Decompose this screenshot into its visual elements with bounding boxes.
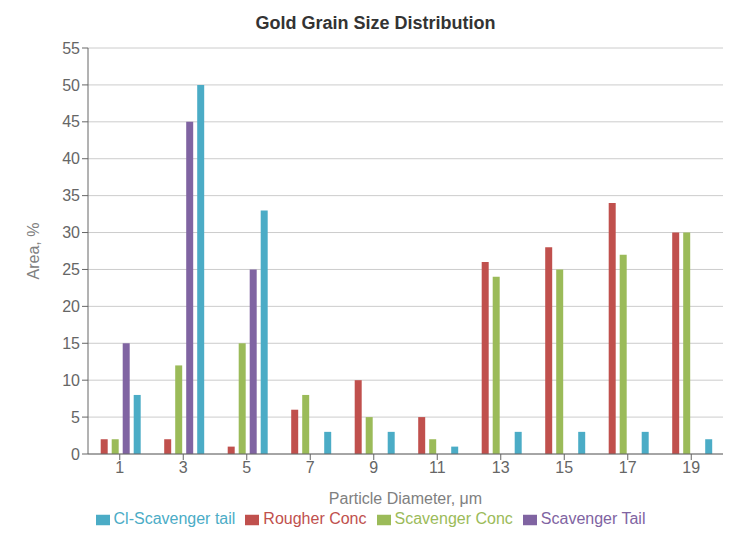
svg-text:20: 20 bbox=[62, 298, 80, 315]
html-text:Rougher Conc: Rougher Conc bbox=[263, 510, 367, 527]
html-text:Gold Grain Size Distribution: Gold Grain Size Distribution bbox=[255, 13, 496, 33]
svg-text:11: 11 bbox=[429, 459, 446, 476]
html-text:Cl-Scavenger tail: Cl-Scavenger tail bbox=[113, 510, 236, 527]
svg-text:5: 5 bbox=[242, 459, 251, 476]
svg-text:35: 35 bbox=[62, 187, 80, 204]
svg-text:9: 9 bbox=[369, 459, 378, 476]
svg-text:5: 5 bbox=[71, 409, 80, 426]
svg-text:19: 19 bbox=[682, 459, 700, 476]
svg-text:15: 15 bbox=[62, 335, 80, 352]
html-text:Scavenger Conc: Scavenger Conc bbox=[394, 510, 513, 527]
svg-text:Area, %: Area, % bbox=[25, 223, 42, 280]
svg-text:50: 50 bbox=[62, 77, 80, 94]
svg-text:25: 25 bbox=[62, 261, 80, 278]
html-text:Scavenger Tail: Scavenger Tail bbox=[540, 510, 646, 527]
svg-text:10: 10 bbox=[62, 372, 80, 389]
svg-text:15: 15 bbox=[555, 459, 573, 476]
svg-text:1: 1 bbox=[115, 459, 124, 476]
svg-text:3: 3 bbox=[179, 459, 188, 476]
svg-text:13: 13 bbox=[492, 459, 510, 476]
svg-text:17: 17 bbox=[619, 459, 637, 476]
svg-text:30: 30 bbox=[62, 224, 80, 241]
svg-text:55: 55 bbox=[62, 40, 80, 57]
svg-text:45: 45 bbox=[62, 113, 80, 130]
svg-text:7: 7 bbox=[306, 459, 315, 476]
svg-text:40: 40 bbox=[62, 150, 80, 167]
svg-text:Particle Diameter, μm: Particle Diameter, μm bbox=[329, 490, 482, 507]
svg-text:0: 0 bbox=[71, 446, 80, 463]
